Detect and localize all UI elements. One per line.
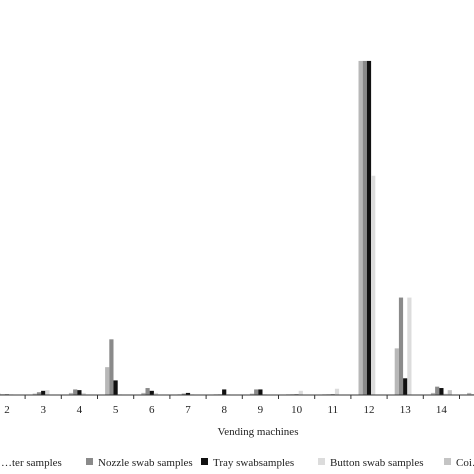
bar-12-series-4	[371, 175, 376, 395]
bar-4-series-3	[77, 390, 82, 395]
bar-10-series-4	[298, 390, 303, 395]
x-tick-label-12: 12	[364, 404, 375, 416]
bar-7-series-3	[185, 392, 191, 395]
bar-6-series-4	[153, 392, 159, 395]
x-tick-label-10: 10	[291, 404, 303, 416]
bar-3-series-1	[32, 393, 37, 395]
bar-13-series-4	[407, 297, 412, 395]
x-tick-label-13: 13	[400, 404, 412, 416]
legend: …ter samples Nozzle swab samples Tray swab…	[1, 457, 474, 469]
bar-6-series-3	[149, 390, 154, 395]
legend-label-series-4: Button swab samples	[330, 457, 424, 469]
bar-6-series-1	[141, 392, 146, 395]
bar-9-series-3	[258, 389, 263, 395]
x-tick-label-11: 11	[328, 404, 339, 416]
x-tick-label-7: 7	[185, 404, 191, 416]
bar-5-series-3	[113, 380, 118, 395]
x-tick-labels: 2 3 4 5 6 7 8 9 10 11 12 13 14	[4, 404, 447, 416]
x-tick-label-5: 5	[113, 404, 119, 416]
legend-swatch-series-5	[444, 458, 451, 465]
x-tick-label-6: 6	[149, 404, 155, 416]
x-tick-label-9: 9	[258, 404, 264, 416]
bar-12-series-2	[362, 60, 367, 396]
bar-5-series-1	[105, 367, 110, 395]
legend-label-series-5: Coi…	[456, 457, 474, 469]
bar-14-series-2	[435, 386, 440, 395]
bar-6-series-2	[145, 388, 150, 395]
bar-4-series-4	[81, 392, 86, 395]
x-tick-label-4: 4	[77, 404, 83, 416]
x-tick-label-2: 2	[4, 404, 10, 416]
legend-swatch-series-2	[86, 458, 93, 465]
x-tick-label-14: 14	[436, 404, 448, 416]
bar-9-series-2	[254, 389, 259, 395]
bar-3-series-4	[45, 390, 50, 395]
bar-13-series-3	[403, 378, 408, 395]
bar-11-series-4	[334, 388, 340, 395]
bar-14-series-3	[439, 388, 444, 395]
bars-layer	[0, 60, 474, 396]
bar-14-series-4	[443, 393, 448, 395]
bar-12-series-3	[366, 60, 372, 396]
bar-3-series-2	[36, 392, 42, 395]
legend-swatch-series-3	[201, 458, 208, 465]
bar-2-series-1	[0, 393, 1, 395]
legend-label-series-2: Nozzle swab samples	[98, 457, 193, 469]
legend-label-series-1: …ter samples	[1, 457, 62, 469]
bar-12-series-1	[358, 60, 363, 396]
x-tick-marks	[24, 395, 460, 399]
bar-5-series-2	[109, 339, 114, 395]
bar-14-series-1	[430, 392, 436, 395]
bar-9-series-1	[249, 393, 255, 395]
legend-swatch-series-4	[318, 458, 325, 465]
bar-8-series-3	[222, 389, 227, 395]
bar-7-series-2	[181, 393, 186, 395]
x-tick-label-8: 8	[221, 404, 227, 416]
bar-13-series-1	[394, 348, 399, 395]
bar-14-series-5	[447, 390, 452, 395]
x-axis-title: Vending machines	[218, 426, 299, 438]
legend-label-series-3: Tray swabsamples	[213, 457, 294, 469]
bar-last-series-1	[467, 392, 472, 395]
bar-4-series-1	[68, 392, 74, 395]
bar-3-series-3	[41, 390, 46, 395]
bar-13-series-2	[398, 297, 404, 395]
bar-4-series-2	[73, 389, 78, 395]
x-tick-label-3: 3	[40, 404, 46, 416]
